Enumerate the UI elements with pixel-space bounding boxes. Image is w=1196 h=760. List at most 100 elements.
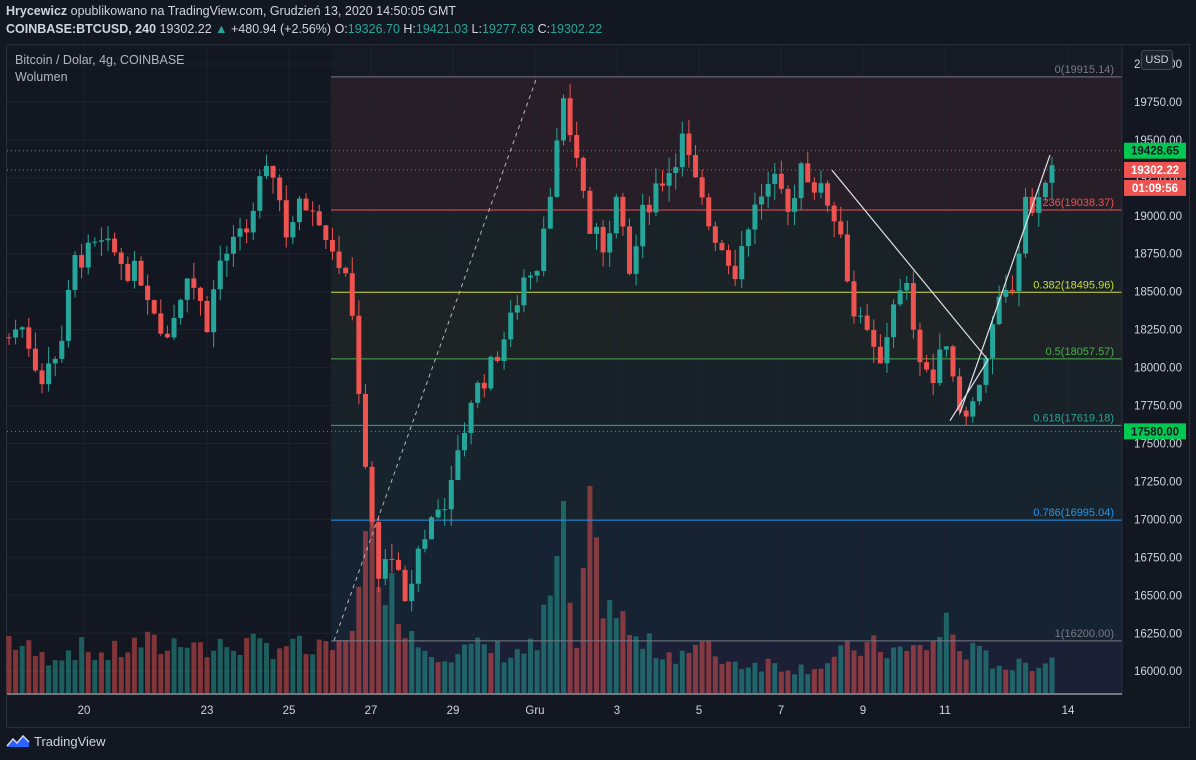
fib-level-label: 0.382(18495.96) xyxy=(1033,279,1114,291)
volume-bar xyxy=(620,611,626,693)
candle-body xyxy=(679,133,685,168)
candle-body xyxy=(521,277,527,306)
volume-bar xyxy=(627,635,633,693)
volume-bar xyxy=(283,646,289,693)
candle-body xyxy=(79,255,85,268)
candle-body xyxy=(871,329,877,347)
candle-body xyxy=(145,285,151,301)
y-tick-label: 17000.00 xyxy=(1134,514,1182,526)
candle-body xyxy=(138,260,144,286)
volume-bar xyxy=(514,649,520,693)
candle-body xyxy=(1016,253,1022,292)
volume-bar xyxy=(26,640,32,693)
x-tick-label: 20 xyxy=(78,705,91,717)
candle-body xyxy=(39,370,45,385)
volume-bar xyxy=(950,634,956,693)
volume-bar xyxy=(574,648,580,693)
x-tick-label: 9 xyxy=(860,705,866,717)
volume-bar xyxy=(395,624,401,693)
fib-zone xyxy=(331,292,1122,359)
candle-body xyxy=(92,241,98,243)
volume-bar xyxy=(435,662,441,693)
volume-bar xyxy=(65,650,71,693)
candle-body xyxy=(937,349,943,384)
volume-bar xyxy=(376,587,382,693)
author-name[interactable]: Hrycewicz xyxy=(6,4,68,18)
chart-frame[interactable] xyxy=(6,44,1190,728)
candle-body xyxy=(19,327,25,330)
volume-bar xyxy=(996,665,1002,693)
volume-bar xyxy=(296,635,302,693)
volume-bar xyxy=(957,651,963,693)
candle-body xyxy=(237,228,243,237)
volume-bar xyxy=(666,652,672,693)
volume-bar xyxy=(1036,667,1042,693)
fib-region-bg xyxy=(331,45,1122,694)
candle-body xyxy=(211,289,217,333)
volume-bar xyxy=(52,660,58,693)
candle-body xyxy=(699,177,705,198)
candle-body xyxy=(481,382,487,389)
volume-bar xyxy=(825,663,831,693)
candle-body xyxy=(554,140,560,197)
volume-bar xyxy=(1003,669,1009,693)
volume-bar xyxy=(112,640,118,693)
candle-body xyxy=(442,509,448,511)
candle-body xyxy=(52,358,58,364)
volume-bar xyxy=(970,642,976,693)
candle-body xyxy=(712,226,718,243)
volume-bar xyxy=(732,661,738,693)
volume-bar xyxy=(864,641,870,693)
candle-body xyxy=(6,337,12,339)
chart-bg xyxy=(7,45,331,694)
candle-body xyxy=(323,225,329,241)
volume-bar xyxy=(415,647,421,693)
volume-bar xyxy=(633,636,639,693)
trend-line-dashed xyxy=(333,76,538,642)
volume-bar xyxy=(389,573,395,693)
candle-body xyxy=(838,221,844,235)
volume-bar xyxy=(884,658,890,693)
volume-bar xyxy=(92,659,98,693)
candle-body xyxy=(26,327,32,349)
volume-bar xyxy=(98,652,104,693)
fib-level-label: 0.786(16995.04) xyxy=(1033,507,1114,519)
volume-bar xyxy=(197,642,203,693)
candle-body xyxy=(178,299,184,318)
volume-bar xyxy=(494,640,500,693)
volume-bar xyxy=(772,663,778,693)
candle-body xyxy=(574,135,580,158)
candle-body xyxy=(891,304,897,338)
low-label: L: xyxy=(471,22,482,36)
volume-bar xyxy=(211,650,217,693)
tradingview-logo-icon xyxy=(6,734,30,747)
tradingview-logo[interactable]: TradingView xyxy=(6,733,106,749)
volume-bar xyxy=(164,650,170,693)
volume-bar xyxy=(369,489,375,693)
candle-body xyxy=(263,165,269,177)
candle-body xyxy=(514,305,520,313)
volume-bar xyxy=(343,640,349,693)
candle-body xyxy=(455,450,461,480)
candle-body xyxy=(534,270,540,276)
currency-button[interactable]: USD xyxy=(1141,50,1173,70)
high-price-tag-bg xyxy=(1124,142,1186,159)
volume-bar xyxy=(646,633,652,693)
candle-body xyxy=(996,296,1002,325)
series-title[interactable]: Bitcoin / Dolar, 4g, COINBASE xyxy=(15,53,185,67)
volume-bar xyxy=(118,657,124,693)
candle-body xyxy=(594,226,600,234)
last-price-tag: 19302.22 xyxy=(1131,165,1179,177)
volume-indicator-label[interactable]: Wolumen xyxy=(15,70,68,84)
candle-body xyxy=(547,196,553,229)
countdown-tag-bg xyxy=(1124,179,1186,196)
volume-bar xyxy=(937,636,943,693)
countdown-tag: 01:09:56 xyxy=(1132,183,1178,195)
candle-body xyxy=(382,559,388,579)
last-price-tag-bg xyxy=(1124,161,1186,178)
x-tick-label: 3 xyxy=(614,705,620,717)
high-label: H: xyxy=(403,22,416,36)
volume-bar xyxy=(448,662,454,693)
low-value: 19277.63 xyxy=(481,22,535,36)
